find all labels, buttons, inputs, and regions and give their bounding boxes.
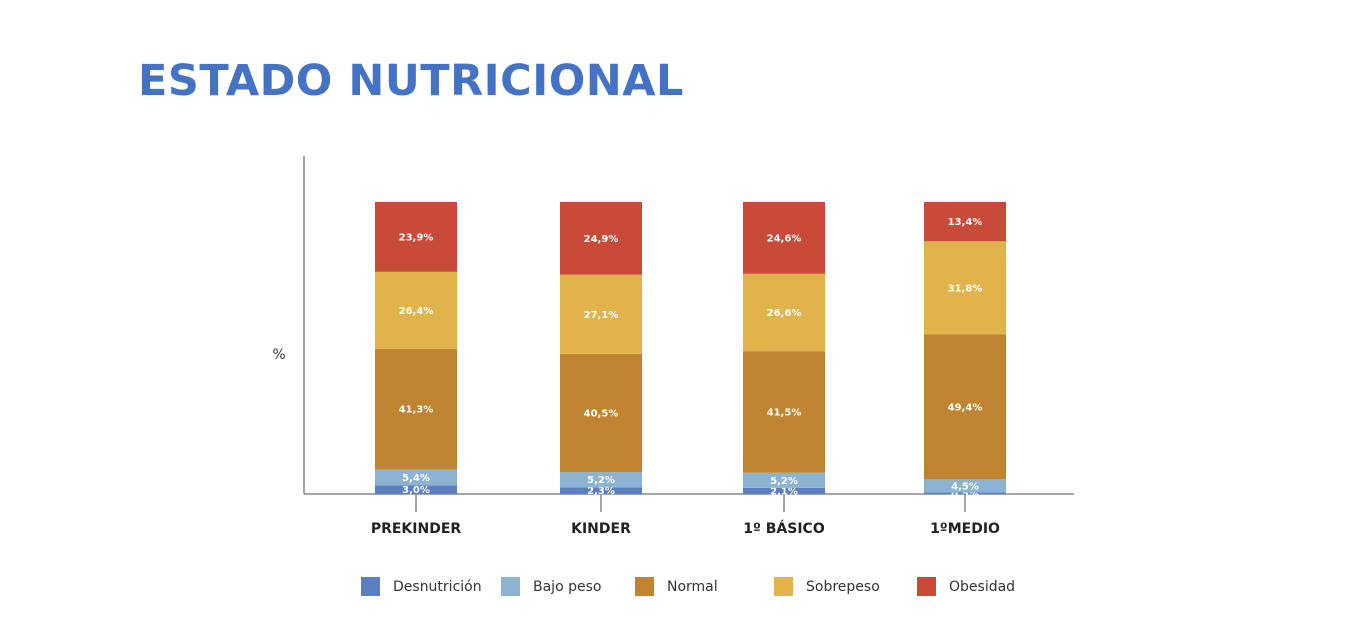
data-label: 5,2% <box>587 475 615 486</box>
y-axis-label: % <box>272 347 285 363</box>
bar-segment <box>375 348 457 470</box>
bar-segment <box>743 273 825 352</box>
bar-segment <box>924 202 1006 242</box>
data-label: 24,9% <box>584 234 619 245</box>
category-labels: PREKINDER KINDER 1º BÁSICO 1ºMEDIO <box>371 494 1000 537</box>
data-label: 26,6% <box>767 308 802 319</box>
data-label: 31,8% <box>948 283 983 294</box>
bar-segment <box>924 334 1006 480</box>
data-label: 41,5% <box>767 408 802 419</box>
data-label: 4,5% <box>951 481 979 492</box>
bar-segment <box>743 202 825 274</box>
data-label: 3,0% <box>402 485 430 496</box>
data-label: 2,3% <box>587 486 615 497</box>
bar-segment <box>560 353 642 473</box>
data-label: 24,6% <box>767 233 802 244</box>
bar-segment <box>743 472 825 488</box>
legend-swatch <box>774 577 793 596</box>
bar-segment <box>924 492 1006 494</box>
data-label: 26,4% <box>399 306 434 317</box>
bar-segment <box>375 485 457 494</box>
data-label: 40,5% <box>584 408 619 419</box>
category-label: 1ºMEDIO <box>930 521 1000 537</box>
bar-segment <box>375 469 457 486</box>
data-label: 5,4% <box>402 473 430 484</box>
legend-label: Bajo peso <box>533 579 601 595</box>
bar-segment <box>924 241 1006 335</box>
bar-segment <box>375 271 457 349</box>
data-label: 49,4% <box>948 402 983 413</box>
data-label: 2,1% <box>770 486 798 497</box>
bar-segment <box>924 479 1006 493</box>
bar-segment <box>560 487 642 494</box>
bar-segment <box>560 202 642 275</box>
legend-swatch <box>361 577 380 596</box>
bar-segment <box>743 351 825 473</box>
bar-segment <box>560 274 642 354</box>
legend-label: Normal <box>667 579 718 595</box>
legend-swatch <box>917 577 936 596</box>
data-label: 41,3% <box>399 405 434 416</box>
bar-segment <box>560 472 642 488</box>
legend-label: Obesidad <box>949 579 1015 595</box>
bars-group: 3,0%5,4%41,3%26,4%23,9%2,3%5,2%40,5%27,1… <box>375 202 1006 500</box>
legend-swatch <box>635 577 654 596</box>
data-label: 23,9% <box>399 232 434 243</box>
category-label: PREKINDER <box>371 521 462 537</box>
bar-segment <box>743 487 825 494</box>
category-label: KINDER <box>571 521 631 537</box>
legend-swatch <box>501 577 520 596</box>
category-label: 1º BÁSICO <box>743 520 825 537</box>
legend: Desnutrición Bajo peso Normal Sobrepeso Obes… <box>361 577 1015 596</box>
page-title: ESTADO NUTRICIONAL <box>138 56 684 106</box>
legend-label: Sobrepeso <box>806 579 880 595</box>
bar-segment <box>375 202 457 272</box>
data-label: 5,2% <box>770 476 798 487</box>
legend-label: Desnutrición <box>393 579 482 595</box>
data-label: 27,1% <box>584 310 619 321</box>
data-label: 13,4% <box>948 217 983 228</box>
